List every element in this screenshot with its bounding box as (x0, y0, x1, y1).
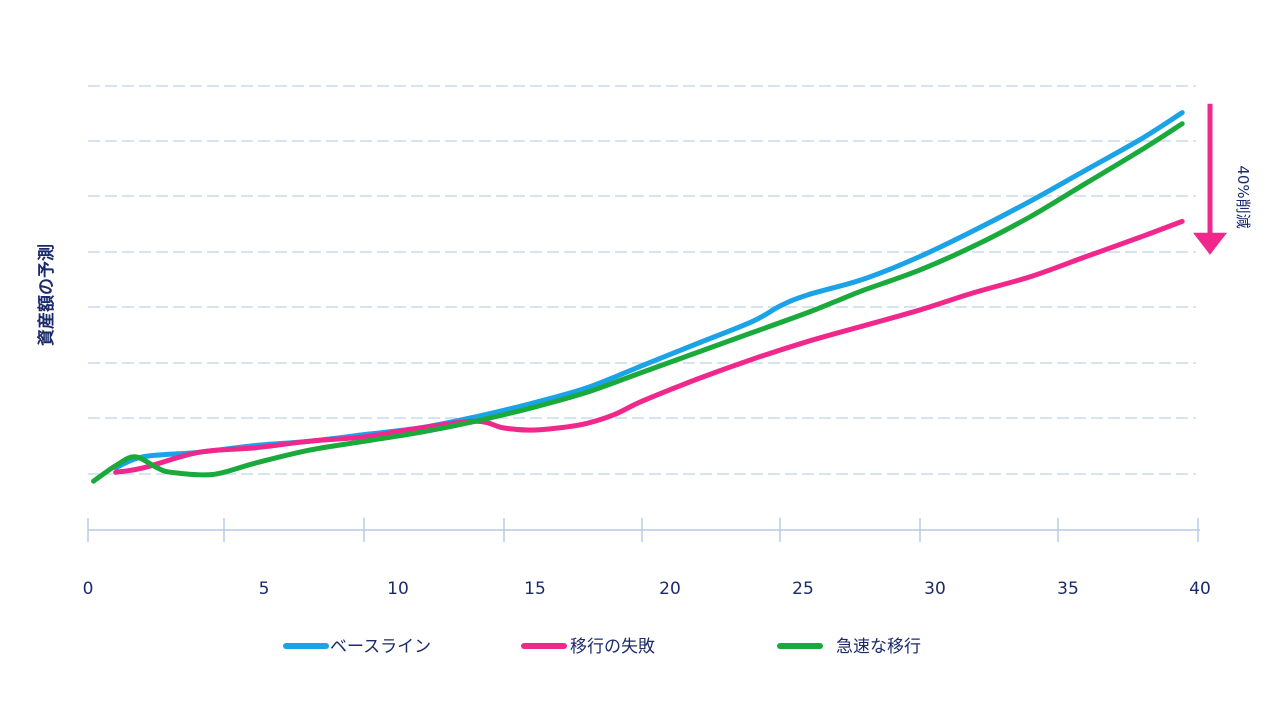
x-axis: 0 5 10 15 20 25 30 35 40 (83, 518, 1211, 599)
x-tick-label-5: 5 (259, 579, 270, 599)
legend-item-failure: 移行の失敗 (521, 637, 655, 657)
x-tick-label-30: 30 (924, 579, 946, 599)
legend: ベースライン 移行の失敗 急速な移行 (283, 637, 921, 657)
legend-item-rapid: 急速な移行 (777, 637, 921, 657)
legend-label-baseline: ベースライン (330, 637, 431, 657)
series-line-failure (113, 218, 1185, 475)
series-line-baseline (113, 110, 1185, 471)
legend-label-failure: 移行の失敗 (570, 637, 655, 657)
grid-layer (88, 85, 1196, 475)
series-line-rapid (91, 121, 1185, 484)
reduction-arrow-head (1193, 232, 1227, 255)
y-axis-label: 資産額の予測 (36, 244, 57, 346)
series-layer (91, 110, 1185, 484)
x-tick-label-25: 25 (792, 579, 814, 599)
reduction-label: 40%削減 (1234, 165, 1252, 228)
x-tick-label-40: 40 (1189, 579, 1211, 599)
x-tick-label-0: 0 (83, 579, 94, 599)
x-tick-label-10: 10 (387, 579, 409, 599)
reduction-annotation: 40%削減 (1193, 103, 1252, 255)
legend-item-baseline: ベースライン (283, 637, 431, 657)
x-tick-label-35: 35 (1057, 579, 1079, 599)
legend-label-rapid: 急速な移行 (836, 637, 921, 657)
x-tick-label-20: 20 (659, 579, 681, 599)
x-tick-label-15: 15 (524, 579, 546, 599)
